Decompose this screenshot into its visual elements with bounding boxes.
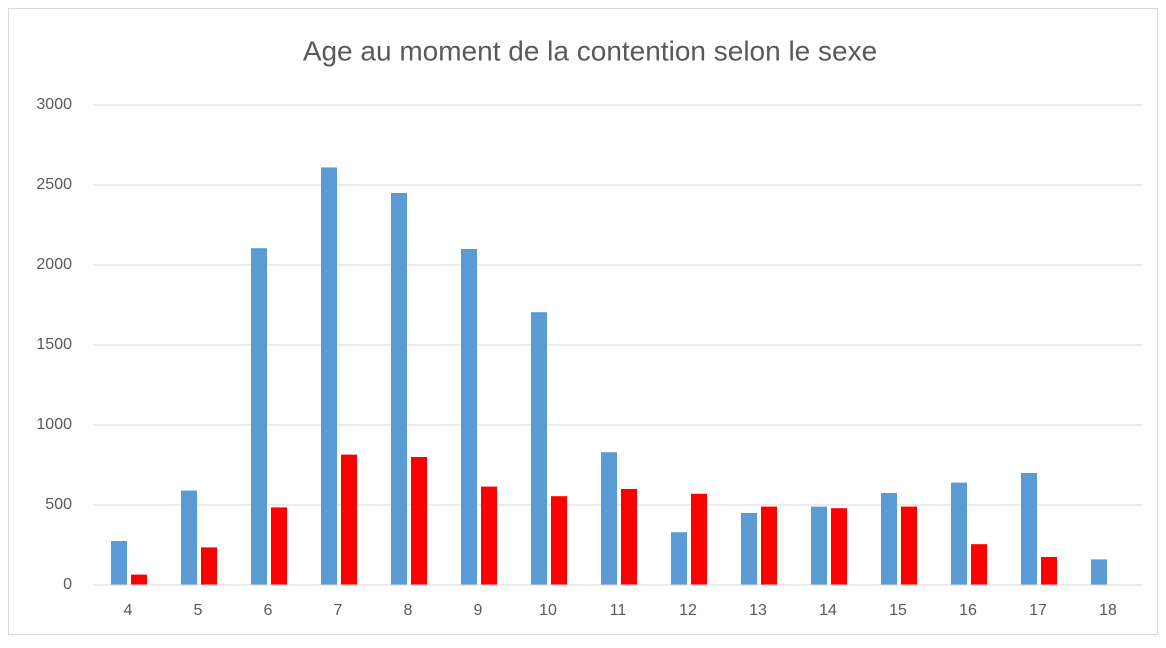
y-tick-label: 2500 <box>36 176 72 193</box>
bar <box>481 486 497 585</box>
bar <box>811 506 827 585</box>
bar <box>1041 557 1057 585</box>
bar <box>411 457 427 585</box>
bar <box>181 490 197 585</box>
x-tick-label: 12 <box>679 602 697 619</box>
chart-border <box>8 8 1158 635</box>
bar <box>971 544 987 585</box>
y-tick-label: 1000 <box>36 416 72 433</box>
x-tick-label: 14 <box>819 602 837 619</box>
bar <box>881 493 897 585</box>
bar <box>531 312 547 585</box>
bar <box>201 547 217 585</box>
chart-title: Age au moment de la contention selon le … <box>303 35 877 66</box>
x-tick-label: 16 <box>959 602 977 619</box>
x-tick-label: 18 <box>1099 602 1117 619</box>
bar <box>461 249 477 585</box>
bar <box>271 507 287 585</box>
y-tick-label: 500 <box>45 496 72 513</box>
x-tick-label: 15 <box>889 602 907 619</box>
bar <box>761 506 777 585</box>
x-tick-label: 11 <box>610 602 627 619</box>
bar <box>831 508 847 585</box>
x-tick-label: 6 <box>264 602 273 619</box>
bar <box>741 513 757 585</box>
x-tick-label: 4 <box>124 602 133 619</box>
bar <box>1021 473 1037 585</box>
bar <box>251 248 267 585</box>
x-tick-label: 17 <box>1029 602 1047 619</box>
y-tick-label: 0 <box>63 576 72 593</box>
bar <box>1091 559 1107 585</box>
bar <box>111 541 127 585</box>
x-tick-label: 5 <box>194 602 203 619</box>
bar <box>551 496 567 585</box>
x-tick-label: 7 <box>334 602 343 619</box>
x-tick-label: 8 <box>404 602 413 619</box>
y-tick-label: 3000 <box>36 96 72 113</box>
bar <box>621 489 637 585</box>
y-tick-label: 2000 <box>36 256 72 273</box>
y-tick-label: 1500 <box>36 336 72 353</box>
bar <box>321 167 337 585</box>
bar <box>131 574 147 585</box>
bar <box>901 506 917 585</box>
bar <box>341 454 357 585</box>
bar <box>391 193 407 585</box>
x-tick-label: 10 <box>539 602 557 619</box>
x-tick-label: 13 <box>749 602 767 619</box>
bar <box>691 493 707 585</box>
bar <box>951 482 967 585</box>
x-tick-label: 9 <box>474 602 483 619</box>
bar <box>601 452 617 585</box>
bar <box>671 532 687 585</box>
